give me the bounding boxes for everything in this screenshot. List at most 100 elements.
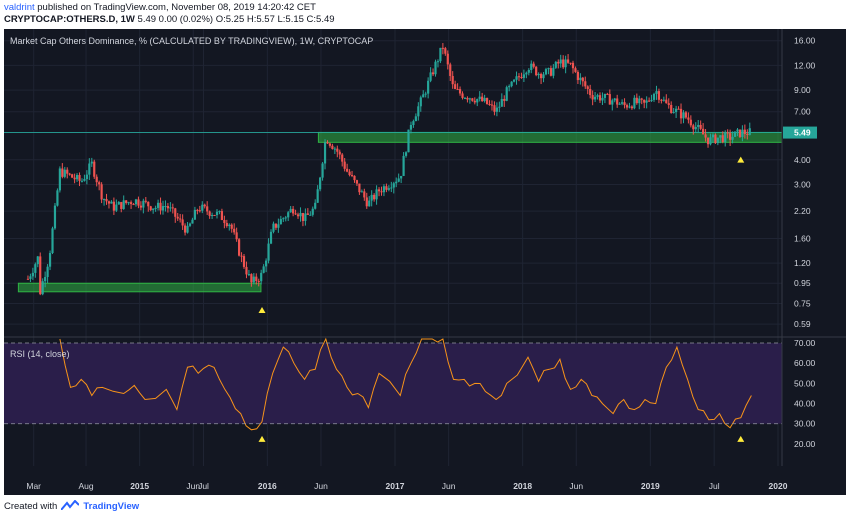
candle-body [171,207,174,209]
candle-body [71,174,74,178]
candle-body [601,97,604,101]
candle-body [125,200,128,203]
candle-body [395,181,398,184]
candle-body [29,276,32,279]
candle-body [652,93,656,100]
candle-body [355,180,359,184]
candle-body [611,100,614,105]
candle-body [328,143,332,146]
candle-body [306,213,309,215]
footer: Created with TradingView [4,499,139,513]
candle-body [316,189,319,203]
candle-body [331,145,334,149]
symbol-info: CRYPTOCAP:OTHERS.D, 1W 5.49 0.00 (0.02%)… [4,14,335,25]
published-text: published on TradingView.com, November 0… [37,2,316,13]
candle-body [535,66,538,76]
price-tick-label: 2.20 [794,206,811,216]
candle-body [520,76,523,78]
candle-body [314,202,317,209]
candle-body [147,201,150,207]
candle-body [230,224,233,229]
candle-body [564,59,567,68]
candle-body [729,133,732,140]
rsi-axis[interactable]: 70.00 60.00 50.00 40.00 30.00 20.00 [794,338,816,449]
tradingview-brand[interactable]: TradingView [83,500,140,512]
candle-body [250,274,253,283]
candle-body [539,73,543,79]
candle-body [402,155,405,176]
candle-body [257,280,260,282]
candle-body [657,91,661,100]
candle-body [188,223,192,226]
candle-body [304,213,307,221]
candle-body [63,169,66,177]
candle-body [522,74,525,78]
candle-body [382,186,386,193]
candle-body [311,208,314,215]
candle-body [525,72,528,75]
candle-body [274,223,278,228]
candle-body [208,211,211,216]
candle-body [179,218,182,220]
chart-canvas[interactable]: 16.00 12.00 9.00 7.00 4.00 3.00 2.20 1.60 1.20 0.… [4,29,846,495]
candle-body [247,274,251,276]
candle-body [272,223,275,232]
candle-body [434,61,437,75]
candle-body [665,99,668,104]
candle-body [422,94,425,98]
candle-body [547,68,550,70]
candle-body [537,73,540,76]
candle-body [702,128,705,135]
candle-body [348,171,351,176]
candle-body [677,108,680,110]
candle-body [333,148,336,150]
chart-area[interactable]: 16.00 12.00 9.00 7.00 4.00 3.00 2.20 1.60 1.20 0.… [4,29,846,495]
candle-body [726,132,729,134]
candle-body [481,96,484,102]
candle-body [240,255,243,257]
candle-body [643,99,646,103]
candle-body [738,129,742,137]
low-marker-price [737,156,745,163]
candle-body [115,204,118,211]
candle-body [419,97,422,107]
candle-body [719,135,722,138]
candle-body [493,105,496,112]
candle-body [360,191,363,193]
candle-body [412,121,415,125]
candle-body [206,206,209,212]
low-marker-rsi [737,435,745,442]
candle-body [183,225,187,233]
rsi-line [59,337,752,431]
candle-body [456,88,459,90]
candle-body [429,72,432,81]
price-axis[interactable]: 16.00 12.00 9.00 7.00 4.00 3.00 2.20 1.60 1.20 0.… [794,36,816,329]
candle-body [660,99,663,101]
candle-body [670,104,673,113]
candle-body [407,129,410,153]
candle-body [301,212,305,221]
tradingview-logo-icon[interactable] [60,499,81,513]
candle-body [692,125,695,130]
candle-body [500,99,503,107]
author-link[interactable]: valdrint [4,2,35,13]
candle-body [431,72,435,75]
candle-body [552,67,555,76]
ohlc-values: 5.49 0.00 (0.02%) O:5.25 H:5.57 L:5.15 C… [137,14,335,25]
candle-body [186,225,189,233]
candle-body [606,93,609,95]
symbol-name[interactable]: CRYPTOCAP:OTHERS.D, 1W [4,14,135,25]
candle-body [368,200,371,207]
candle-body [93,161,96,177]
candle-body [191,219,194,224]
candle-body [296,214,300,217]
candle-body [375,189,378,200]
candle-body [44,277,47,282]
candle-body [105,198,108,202]
candle-body [122,200,125,209]
candle-body [508,86,511,88]
candle-body [53,205,57,229]
candle-body [255,276,258,281]
candle-body [449,64,452,76]
